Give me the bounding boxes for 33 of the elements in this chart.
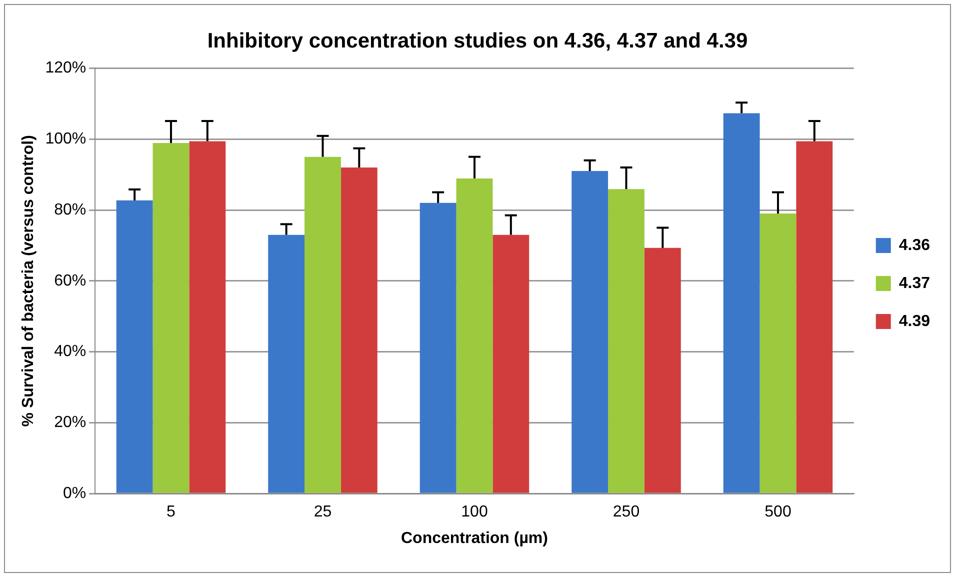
x-tick-label: 500 [764,504,792,521]
y-tick-label: 20% [54,414,86,432]
bar [340,167,378,493]
bar [760,214,796,493]
x-tick-label: 100 [461,504,488,521]
bar [492,234,530,493]
y-axis-title: % Survival of bacteria (versus control) [20,135,38,427]
bar [644,248,681,493]
y-tick-label: 120% [45,60,86,77]
bar [723,113,760,493]
y-tick-label: 80% [54,201,86,218]
x-tick-label: 25 [314,504,332,521]
bar [796,141,833,493]
bar [268,234,305,493]
legend-label: 4.39 [898,312,930,330]
y-tick-label: 0% [62,485,86,502]
y-tick-label: 100% [45,130,86,148]
x-tick-label: 5 [166,504,176,521]
bar [304,156,341,493]
x-axis-title: Concentration (µm) [400,530,548,547]
y-tick-label: 60% [54,272,86,290]
bar [608,189,644,493]
bar [456,178,493,493]
legend-label: 4.37 [898,274,930,292]
x-tick-label: 250 [612,504,640,521]
chart-title: Inhibitory concentration studies on 4.36, 4.37 and 4.39 [207,29,748,52]
legend-label: 4.36 [898,236,930,254]
bar [572,171,608,493]
bar [152,143,190,493]
y-tick-label: 40% [54,343,86,360]
bar [116,200,153,493]
bar [189,141,226,493]
bar [420,202,456,493]
